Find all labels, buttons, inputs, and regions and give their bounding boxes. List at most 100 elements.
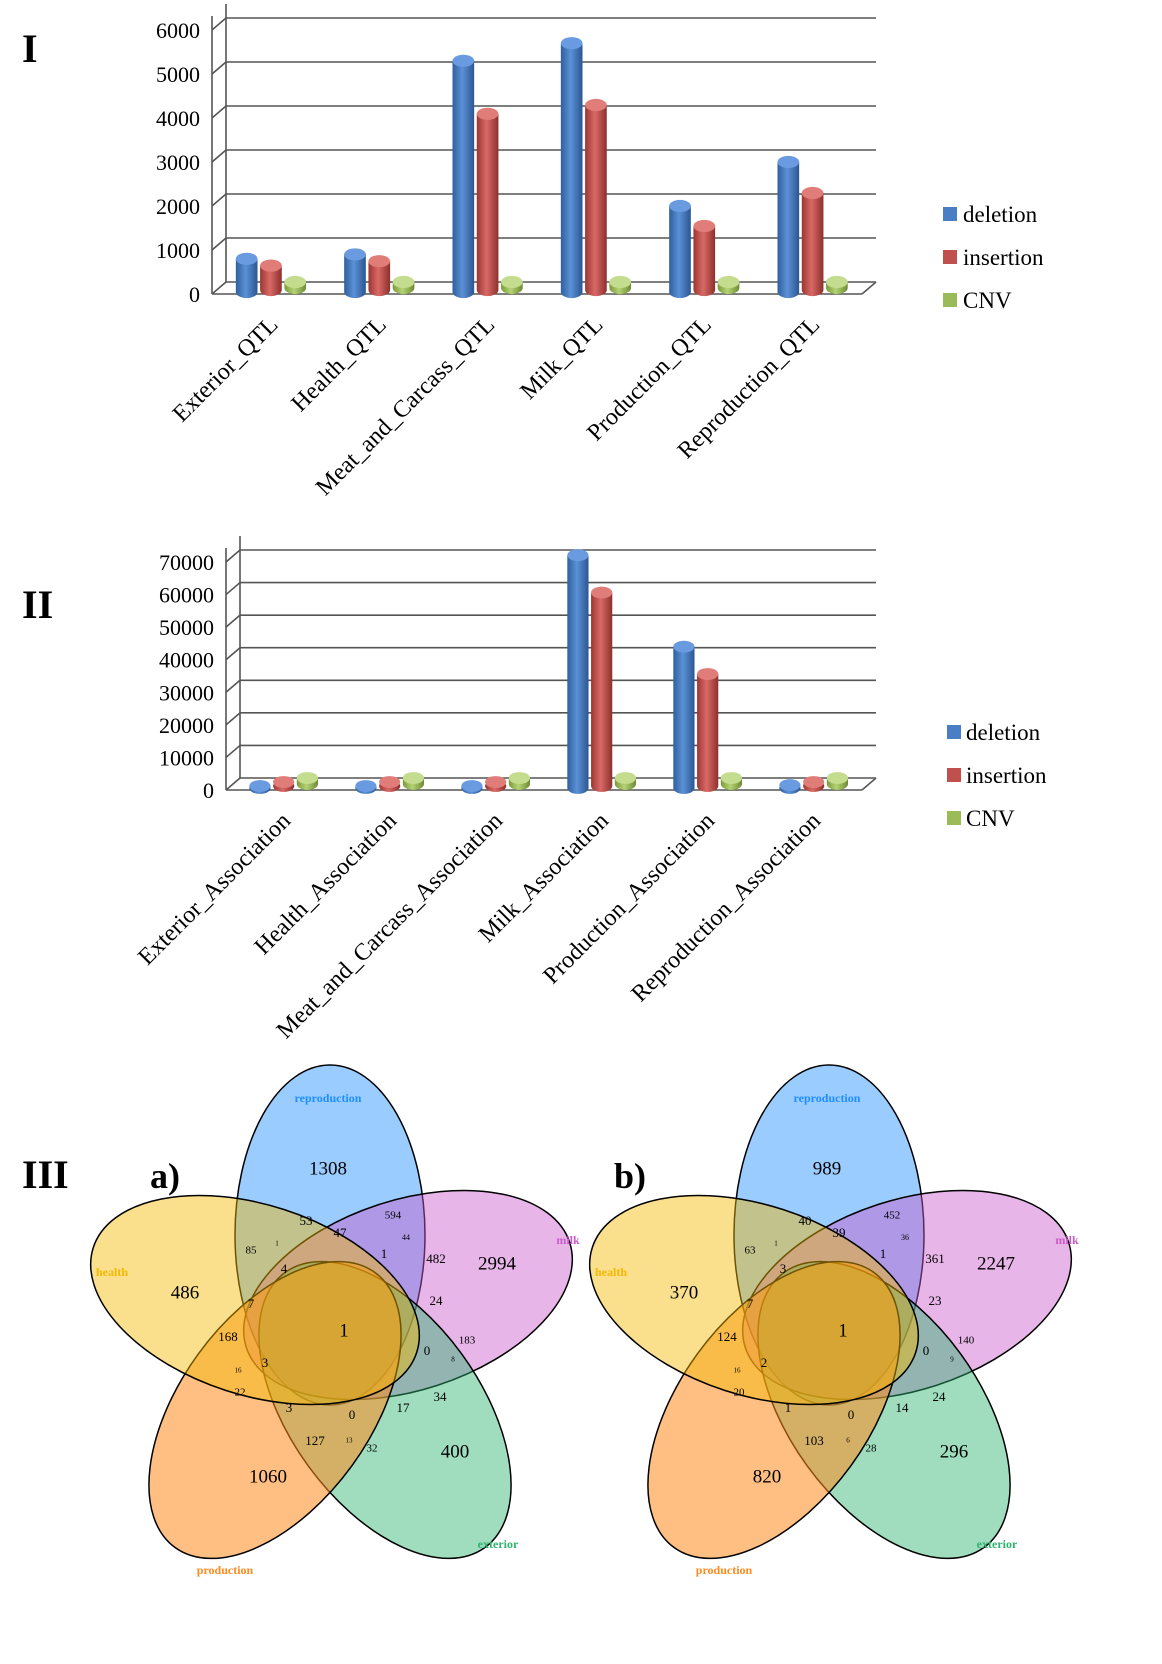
bar-top [585, 98, 607, 112]
legend-swatch-insertion [943, 250, 957, 264]
bar-body [585, 105, 607, 297]
region-count: 17 [397, 1400, 411, 1415]
bar-top [235, 252, 258, 265]
legend-swatch-cnv [947, 811, 961, 825]
bar-body [560, 43, 583, 299]
region-count: 482 [426, 1251, 446, 1266]
chart-II-legend: deletion insertion CNV [947, 720, 1047, 831]
legend-label-deletion: deletion [963, 202, 1038, 227]
bar-top [720, 772, 743, 784]
region-count: 140 [958, 1335, 975, 1347]
region-count: 1 [838, 1320, 848, 1341]
region-count: 40 [799, 1213, 812, 1228]
bar-top [368, 255, 391, 268]
bar-cnv [614, 772, 637, 790]
set-label-health: health [595, 1265, 627, 1279]
bar-top [379, 776, 401, 788]
region-count: 2247 [977, 1253, 1015, 1274]
floor-edge [861, 777, 877, 791]
gridline-side [225, 712, 241, 726]
bar-top [392, 275, 415, 289]
bar-insertion [368, 255, 391, 297]
region-count: 24 [430, 1293, 444, 1308]
gridline-side [211, 61, 227, 75]
set-label-health: health [96, 1265, 128, 1279]
bar-top [826, 772, 849, 784]
bar-body [567, 555, 589, 794]
chart-II-y-ticks: 0 10000 20000 30000 40000 50000 60000 70… [159, 550, 214, 803]
category-label: Production_Association [538, 808, 719, 989]
gridline-side [211, 105, 227, 119]
region-count: 1308 [309, 1158, 347, 1179]
bar-insertion [803, 776, 825, 792]
panel-label-III: III [22, 1152, 69, 1197]
bar-top [273, 776, 295, 788]
category-label: Meat_and_Carcass_Association [272, 808, 508, 1044]
set-label-exterior: exterior [478, 1537, 519, 1551]
bar-deletion [461, 780, 483, 794]
gridline-side [225, 647, 241, 661]
bar-cnv [720, 772, 743, 790]
y-tick: 70000 [159, 550, 214, 575]
y-tick: 60000 [159, 583, 214, 608]
bar-top [803, 776, 825, 788]
region-count: 0 [424, 1343, 431, 1358]
y-tick: 10000 [159, 745, 214, 770]
chart-I: 0 1000 2000 3000 4000 5000 6000 Exterior… [156, 4, 1044, 501]
bar-body [697, 674, 719, 792]
set-label-production: production [197, 1563, 254, 1577]
legend-swatch-deletion [943, 207, 957, 221]
set-label-milk: milk [556, 1233, 580, 1247]
region-count: 0 [848, 1407, 855, 1422]
gridline-side [225, 679, 241, 693]
region-count: 63 [745, 1245, 757, 1257]
bar-insertion [379, 776, 401, 792]
bar-top [717, 275, 740, 289]
bar-insertion [693, 219, 716, 297]
chart-I-bars [235, 37, 848, 299]
region-count: 1 [785, 1400, 792, 1415]
region-count: 16 [734, 1367, 742, 1375]
y-tick: 40000 [159, 648, 214, 673]
bar-body [801, 193, 824, 297]
bar-insertion [585, 98, 607, 297]
region-count: 1 [275, 1240, 279, 1248]
region-count: 486 [171, 1282, 200, 1303]
gridline-side [211, 281, 227, 295]
legend-label-insertion: insertion [966, 763, 1047, 788]
bar-top [260, 259, 282, 272]
region-count: 452 [884, 1210, 901, 1222]
bar-body [777, 162, 800, 299]
bar-deletion [673, 640, 695, 794]
bar-body [368, 261, 391, 297]
bar-body [476, 113, 499, 297]
category-label: Meat_and_Carcass_QTL [311, 312, 500, 501]
venn-diagram-b: b) reproduction milk exterior production… [588, 1064, 1079, 1577]
region-count: 2 [761, 1355, 768, 1370]
legend-swatch-deletion [947, 725, 961, 739]
bar-deletion [344, 248, 366, 299]
bar-body [693, 226, 716, 297]
region-count: 400 [441, 1441, 470, 1462]
bar-top [249, 780, 271, 792]
set-label-milk: milk [1055, 1233, 1079, 1247]
chart-II-category-labels: Exterior_Association Health_Association … [133, 808, 826, 1044]
region-count: 16 [235, 1367, 243, 1375]
region-count: 127 [305, 1433, 325, 1448]
bar-cnv [402, 772, 425, 790]
panel-label-II: II [22, 582, 53, 627]
bar-body [235, 258, 258, 299]
region-count: 361 [925, 1251, 945, 1266]
region-count: 3 [262, 1355, 269, 1370]
bar-cnv [826, 275, 848, 295]
set-label-reproduction: reproduction [295, 1091, 362, 1105]
gridline-side [211, 237, 227, 251]
bar-deletion [235, 252, 258, 299]
legend-swatch-insertion [947, 768, 961, 782]
region-count: 183 [459, 1335, 476, 1347]
chart-I-y-ticks: 0 1000 2000 3000 4000 5000 6000 [156, 18, 200, 307]
region-count: 6 [846, 1437, 850, 1445]
gridline-side [211, 149, 227, 163]
bar-top [485, 776, 507, 788]
bar-deletion [560, 37, 583, 299]
